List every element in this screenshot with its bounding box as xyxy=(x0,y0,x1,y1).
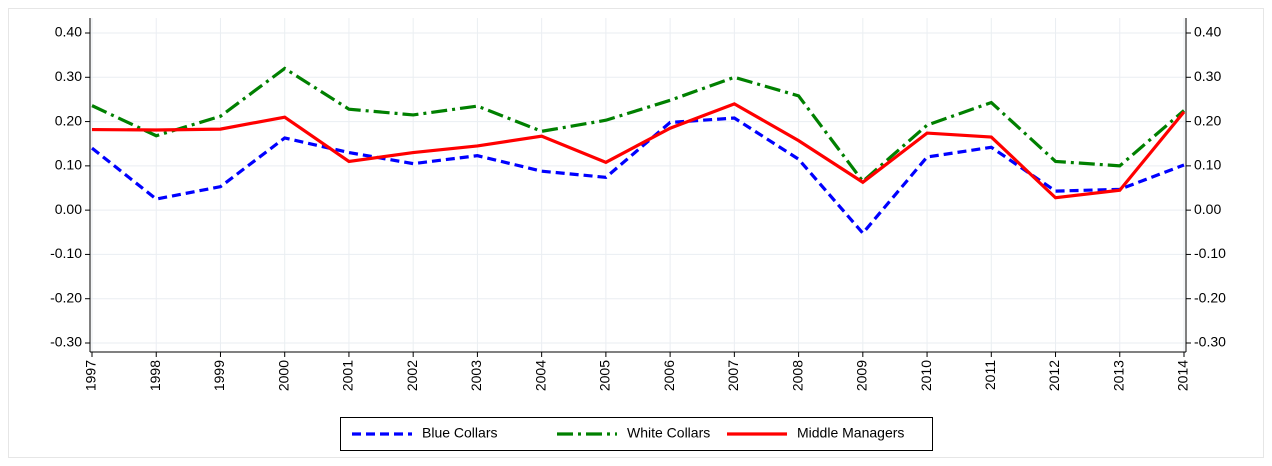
x-tick-label: 2008 xyxy=(789,360,805,391)
y-tick-label: 0.20 xyxy=(55,112,82,128)
x-tick-label: 2004 xyxy=(532,360,548,391)
y2-tick-label: -0.10 xyxy=(1194,245,1226,261)
legend-label: Blue Collars xyxy=(422,425,497,441)
y-tick-label: 0.10 xyxy=(55,157,82,173)
x-tick-label: 2005 xyxy=(597,360,613,391)
x-tick-label: 2013 xyxy=(1110,360,1126,391)
legend-label: Middle Managers xyxy=(797,425,904,441)
x-tick-label: 2002 xyxy=(404,360,420,391)
y2-tick-label: -0.30 xyxy=(1194,334,1226,350)
frame xyxy=(8,8,1264,458)
x-tick-label: 2014 xyxy=(1175,360,1191,391)
y2-tick-label: 0.40 xyxy=(1194,24,1221,40)
x-tick-label: 2000 xyxy=(275,360,291,391)
x-tick-label: 2011 xyxy=(982,360,998,390)
x-tick-label: 2010 xyxy=(918,360,934,391)
series-line xyxy=(91,102,1186,200)
x-tick-label: 2012 xyxy=(1046,360,1062,391)
x-tick-label: 2007 xyxy=(725,360,741,391)
x-tick-label: 2003 xyxy=(468,360,484,391)
y-tick-label: 0.00 xyxy=(55,201,82,217)
x-tick-label: 1999 xyxy=(211,360,227,391)
series-line xyxy=(91,116,1185,236)
legend-box xyxy=(340,417,933,451)
x-tick-label: 1998 xyxy=(147,360,163,391)
series-line xyxy=(91,66,1186,184)
x-tick-label: 2001 xyxy=(340,360,356,391)
y2-tick-label: 0.00 xyxy=(1194,201,1221,217)
y-tick-label: -0.20 xyxy=(50,289,82,305)
y-tick-label: -0.10 xyxy=(50,245,82,261)
x-tick-label: 2009 xyxy=(854,360,870,391)
y2-tick-label: 0.30 xyxy=(1194,68,1221,84)
x-tick-label: 2006 xyxy=(661,360,677,391)
y-tick-label: 0.40 xyxy=(55,24,82,40)
y2-tick-label: 0.10 xyxy=(1194,157,1221,173)
y-tick-label: 0.30 xyxy=(55,68,82,84)
legend-label: White Collars xyxy=(627,425,710,441)
y2-tick-label: 0.20 xyxy=(1194,112,1221,128)
x-tick-label: 1997 xyxy=(83,360,99,391)
y2-tick-label: -0.20 xyxy=(1194,289,1226,305)
y-tick-label: -0.30 xyxy=(50,334,82,350)
